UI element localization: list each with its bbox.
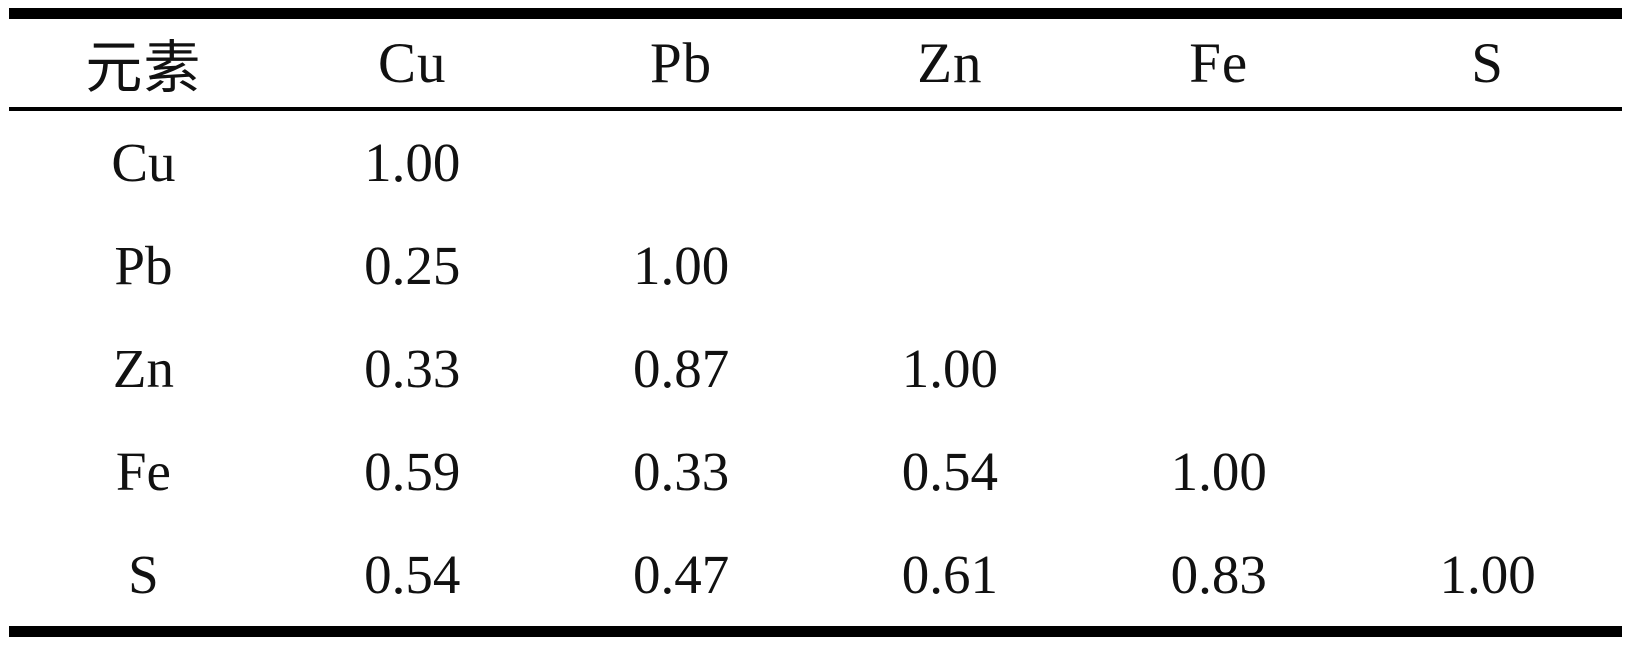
cell-value: 0.47 (632, 544, 730, 605)
cell-value (547, 109, 816, 214)
table-row-pb: Pb 0.25 1.00 (9, 214, 1622, 317)
cell-value: 0.59 (364, 441, 461, 502)
cell-value: 0.83 (1170, 544, 1267, 605)
correlation-table-container: 元素 Cu Pb Zn Fe S Cu 1.00 Pb 0.25 1.00 (9, 8, 1622, 637)
cell-value: 1.00 (632, 235, 730, 296)
cell-value: 1.00 (364, 132, 461, 193)
cell-value (1084, 317, 1353, 420)
cell-value (1353, 420, 1622, 523)
cell-value (1084, 214, 1353, 317)
cell-value: 0.61 (901, 544, 999, 605)
cell-value (1353, 317, 1622, 420)
table-row-zn: Zn 0.33 0.87 1.00 (9, 317, 1622, 420)
header-cell-s: S (1353, 13, 1622, 111)
cell-value: 0.54 (364, 544, 461, 605)
cell-value (815, 214, 1084, 317)
cell-value: 0.33 (632, 441, 730, 502)
table-row-cu: Cu 1.00 (9, 109, 1622, 214)
row-label: Zn (112, 338, 174, 399)
cell-value: 0.54 (901, 441, 999, 502)
header-cell-fe: Fe (1084, 13, 1354, 111)
row-label: Cu (111, 132, 176, 193)
cell-value: 0.25 (364, 235, 461, 296)
cell-value: 0.87 (632, 338, 730, 399)
header-cell-zn: Zn (815, 13, 1085, 111)
cell-value: 0.33 (364, 338, 461, 399)
cell-value (1353, 214, 1622, 317)
cell-value: 1.00 (901, 338, 999, 399)
header-cell-cu: Cu (277, 13, 547, 111)
table-row-s: S 0.54 0.47 0.61 0.83 1.00 (9, 523, 1622, 632)
header-cell-element: 元素 (9, 13, 278, 111)
header-cell-pb: Pb (546, 13, 816, 111)
cell-value (815, 109, 1084, 214)
header-row: 元素 Cu Pb Zn Fe S (9, 13, 1622, 111)
correlation-table: 元素 Cu Pb Zn Fe S Cu 1.00 Pb 0.25 1.00 (9, 8, 1622, 637)
row-label: Pb (114, 235, 173, 296)
cell-value (1353, 109, 1622, 214)
row-label: Fe (115, 441, 171, 502)
row-label: S (128, 544, 159, 605)
table-row-fe: Fe 0.59 0.33 0.54 1.00 (9, 420, 1622, 523)
cell-value (1084, 109, 1353, 214)
cell-value: 1.00 (1439, 544, 1536, 605)
cell-value: 1.00 (1170, 441, 1267, 502)
